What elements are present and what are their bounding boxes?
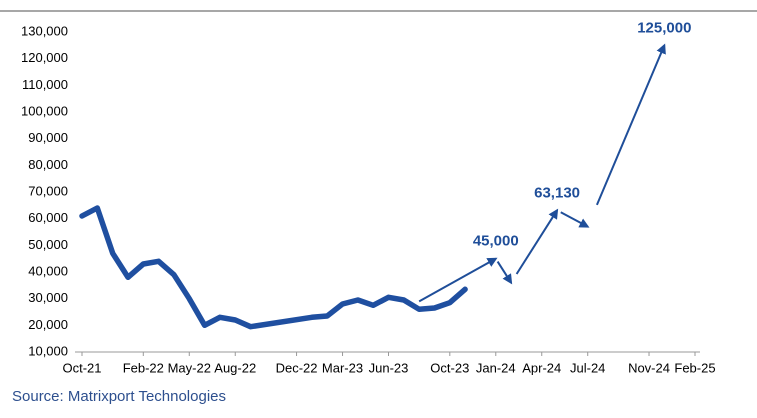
y-tick-label: 70,000 <box>28 183 68 198</box>
projection-arrow <box>560 211 590 228</box>
price-line <box>79 205 468 330</box>
x-tick-label: Apr-24 <box>522 360 561 375</box>
y-tick-label: 10,000 <box>28 343 68 358</box>
projection-label: 63,130 <box>534 184 580 201</box>
y-tick-label: 120,000 <box>21 50 68 65</box>
x-tick-label: Jan-24 <box>476 360 516 375</box>
x-tick-label: Nov-24 <box>628 360 670 375</box>
y-tick-label: 40,000 <box>28 263 68 278</box>
y-tick-label: 100,000 <box>21 103 68 118</box>
projection-label: 125,000 <box>637 19 691 36</box>
x-tick-label: Oct-21 <box>62 360 101 375</box>
y-tick-label: 20,000 <box>28 317 68 332</box>
x-tick-label: Oct-23 <box>430 360 469 375</box>
x-tick-label: Feb-22 <box>123 360 164 375</box>
y-tick-label: 30,000 <box>28 290 68 305</box>
x-tick-label: May-22 <box>168 360 211 375</box>
x-tick-label: Feb-25 <box>674 360 715 375</box>
x-tick-label: Aug-22 <box>214 360 256 375</box>
projection-arrow <box>515 208 559 275</box>
x-tick-label: Jul-24 <box>570 360 605 375</box>
source: Source: Matrixport Technologies <box>12 388 226 405</box>
y-tick-label: 110,000 <box>22 77 68 92</box>
x-tick-label: Mar-23 <box>322 360 363 375</box>
y-tick-label: 60,000 <box>28 210 68 225</box>
y-tick-label: 80,000 <box>28 157 68 172</box>
x-tick-label: Dec-22 <box>276 360 318 375</box>
y-tick-label: 130,000 <box>21 23 68 38</box>
projection-arrow <box>496 261 513 285</box>
x-tick-label: Jun-23 <box>369 360 409 375</box>
y-tick-label: 50,000 <box>28 237 68 252</box>
projection-arrow <box>418 257 498 303</box>
y-tick-label: 90,000 <box>28 130 68 145</box>
projection-arrow <box>595 43 666 206</box>
projection-label: 45,000 <box>473 233 519 250</box>
